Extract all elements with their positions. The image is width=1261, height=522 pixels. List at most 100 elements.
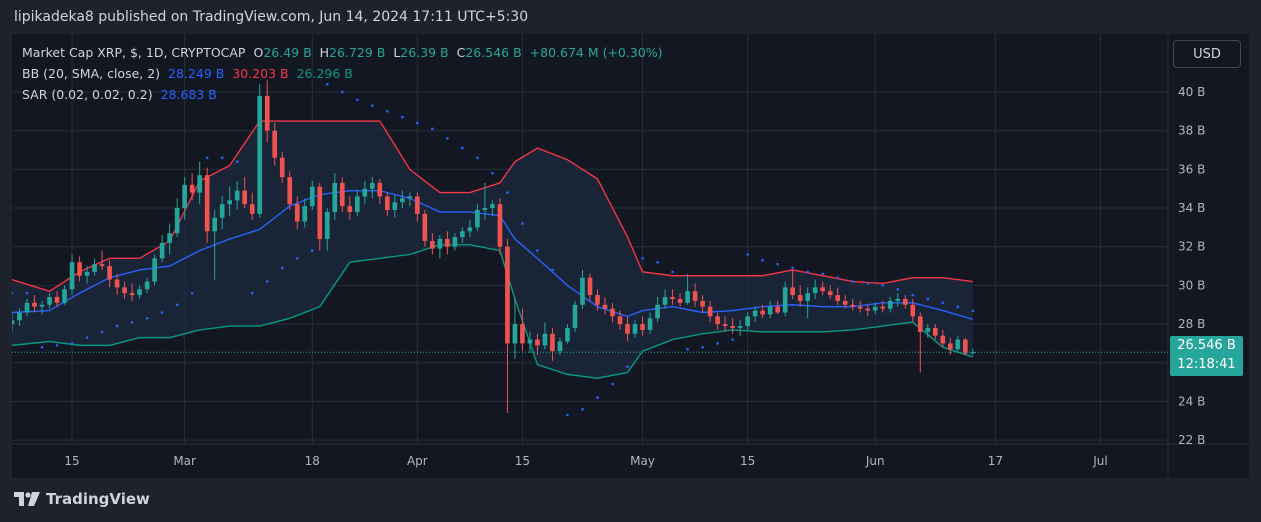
candle-body[interactable] xyxy=(212,217,218,232)
candle-body[interactable] xyxy=(467,227,473,232)
candle-body[interactable] xyxy=(970,352,976,354)
candle-body[interactable] xyxy=(595,295,600,305)
candle-body[interactable] xyxy=(47,297,52,305)
candle-body[interactable] xyxy=(880,306,886,309)
candle-body[interactable] xyxy=(24,302,30,313)
candle-body[interactable] xyxy=(62,289,67,303)
candle-body[interactable] xyxy=(602,304,608,309)
candle-body[interactable] xyxy=(242,190,248,205)
candle-body[interactable] xyxy=(895,298,901,301)
candle-body[interactable] xyxy=(730,326,735,328)
candle-body[interactable] xyxy=(767,306,773,315)
candle-body[interactable] xyxy=(287,177,293,205)
candle-body[interactable] xyxy=(189,184,195,193)
legend-sar-row[interactable]: SAR (0.02, 0.02, 0.2) 28.683 B xyxy=(22,87,217,102)
candle-body[interactable] xyxy=(219,204,225,218)
candle-body[interactable] xyxy=(775,306,780,313)
candle-body[interactable] xyxy=(917,316,923,332)
candle-body[interactable] xyxy=(850,304,856,307)
symbol-title[interactable]: Market Cap XRP, $, 1D, CRYPTOCAP xyxy=(22,45,246,60)
candle-body[interactable] xyxy=(362,188,368,197)
candle-body[interactable] xyxy=(700,300,705,307)
candle-body[interactable] xyxy=(174,208,180,234)
candle-body[interactable] xyxy=(932,327,938,336)
candle-body[interactable] xyxy=(249,204,255,214)
candle-body[interactable] xyxy=(962,339,968,354)
chart-frame[interactable]: 22 B24 B26 B28 B30 B32 B34 B36 B38 B40 B… xyxy=(12,34,1249,478)
candle-body[interactable] xyxy=(332,182,338,212)
candle-body[interactable] xyxy=(857,306,863,309)
candle-body[interactable] xyxy=(392,202,398,210)
candle-body[interactable] xyxy=(122,287,127,294)
candle-body[interactable] xyxy=(167,233,172,243)
candle-body[interactable] xyxy=(707,306,713,317)
candle-body[interactable] xyxy=(279,157,285,178)
candle-body[interactable] xyxy=(790,287,796,296)
candle-body[interactable] xyxy=(835,295,841,301)
candle-body[interactable] xyxy=(39,304,45,307)
candle-body[interactable] xyxy=(324,211,330,239)
candle-body[interactable] xyxy=(129,293,135,296)
candle-body[interactable] xyxy=(400,198,405,203)
candle-body[interactable] xyxy=(572,304,578,328)
candle-body[interactable] xyxy=(475,209,480,228)
candle-body[interactable] xyxy=(339,182,345,207)
candle-body[interactable] xyxy=(445,239,450,247)
candle-body[interactable] xyxy=(842,300,848,305)
candle-body[interactable] xyxy=(482,208,488,210)
candle-body[interactable] xyxy=(535,339,540,346)
candle-body[interactable] xyxy=(580,277,585,305)
candle-body[interactable] xyxy=(347,206,353,212)
candle-body[interactable] xyxy=(737,326,743,328)
candle-body[interactable] xyxy=(107,266,112,280)
candle-body[interactable] xyxy=(114,279,120,288)
candle-body[interactable] xyxy=(159,242,165,259)
candle-body[interactable] xyxy=(760,310,765,315)
candle-body[interactable] xyxy=(415,196,420,214)
candle-body[interactable] xyxy=(872,306,878,311)
candle-body[interactable] xyxy=(512,324,518,344)
candle-body[interactable] xyxy=(137,289,142,296)
candle-body[interactable] xyxy=(550,333,555,352)
candle-body[interactable] xyxy=(69,262,75,290)
candle-body[interactable] xyxy=(827,291,833,296)
candle-body[interactable] xyxy=(144,281,150,290)
candle-body[interactable] xyxy=(677,298,683,303)
candle-body[interactable] xyxy=(925,327,931,332)
candle-body[interactable] xyxy=(407,196,413,199)
candle-body[interactable] xyxy=(662,297,668,305)
candle-body[interactable] xyxy=(947,343,953,350)
candle-body[interactable] xyxy=(722,324,728,327)
candle-body[interactable] xyxy=(384,196,390,210)
candle-body[interactable] xyxy=(805,293,811,301)
candle-body[interactable] xyxy=(302,206,308,222)
candle-body[interactable] xyxy=(692,291,698,301)
candle-body[interactable] xyxy=(955,339,961,350)
candle-body[interactable] xyxy=(99,264,105,267)
candle-body[interactable] xyxy=(152,258,157,282)
candle-body[interactable] xyxy=(437,239,443,249)
candle-body[interactable] xyxy=(430,240,435,249)
candle-body[interactable] xyxy=(32,302,37,307)
candle-body[interactable] xyxy=(625,324,630,334)
candle-body[interactable] xyxy=(902,298,908,305)
candle-body[interactable] xyxy=(77,262,82,276)
candle-body[interactable] xyxy=(354,196,360,212)
candle-body[interactable] xyxy=(797,295,803,301)
candle-body[interactable] xyxy=(17,312,22,321)
candle-body[interactable] xyxy=(887,300,893,309)
tradingview-brand[interactable]: TradingView xyxy=(14,490,150,508)
candle-body[interactable] xyxy=(264,95,270,131)
candle-body[interactable] xyxy=(587,277,593,296)
candle-body[interactable] xyxy=(452,237,458,247)
candle-body[interactable] xyxy=(782,287,788,313)
candle-body[interactable] xyxy=(204,175,210,232)
candle-body[interactable] xyxy=(820,287,826,292)
candle-body[interactable] xyxy=(227,200,233,205)
chart-canvas[interactable]: 22 B24 B26 B28 B30 B32 B34 B36 B38 B40 B… xyxy=(12,34,1249,478)
candle-body[interactable] xyxy=(377,182,383,197)
candle-body[interactable] xyxy=(182,184,187,209)
candle-body[interactable] xyxy=(490,204,495,209)
candle-body[interactable] xyxy=(565,327,570,342)
candle-body[interactable] xyxy=(369,182,375,189)
